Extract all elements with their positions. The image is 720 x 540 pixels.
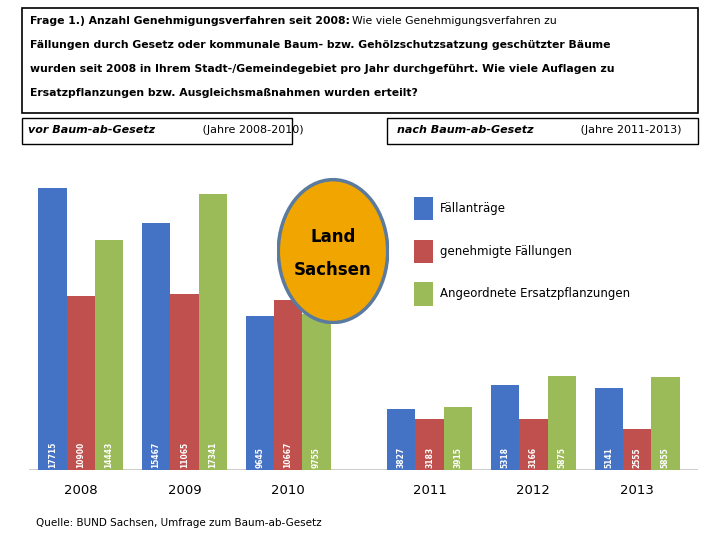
Ellipse shape (279, 180, 387, 322)
Text: Land: Land (310, 227, 356, 246)
Text: genehmigte Fällungen: genehmigte Fällungen (440, 245, 572, 258)
Text: 9755: 9755 (312, 447, 321, 468)
Text: Ersatzpflanzungen bzw. Ausgleichsmaßnahmen wurden erteilt?: Ersatzpflanzungen bzw. Ausgleichsmaßnahm… (30, 89, 418, 98)
Bar (652, 376, 680, 470)
Bar (519, 420, 547, 470)
Text: 11065: 11065 (180, 442, 189, 468)
Bar (623, 429, 652, 470)
Text: 2011: 2011 (413, 484, 446, 497)
Text: wurden seit 2008 in Ihrem Stadt-/Gemeindegebiet pro Jahr durchgeführt. Wie viele: wurden seit 2008 in Ihrem Stadt-/Gemeind… (30, 64, 614, 74)
Text: 3827: 3827 (397, 447, 406, 468)
Text: 15467: 15467 (152, 442, 161, 468)
Text: Quelle: BUND Sachsen, Umfrage zum Baum-ab-Gesetz: Quelle: BUND Sachsen, Umfrage zum Baum-a… (36, 518, 322, 529)
Bar (547, 376, 576, 470)
Bar (199, 193, 227, 470)
Text: Angeordnete Ersatzpflanzungen: Angeordnete Ersatzpflanzungen (440, 287, 630, 300)
Text: 2555: 2555 (633, 447, 642, 468)
Text: (Jahre 2011-2013): (Jahre 2011-2013) (577, 125, 682, 135)
Bar (274, 300, 302, 470)
Bar (66, 296, 95, 470)
Bar (595, 388, 623, 470)
Text: 5318: 5318 (500, 447, 510, 468)
Text: 2013: 2013 (620, 484, 654, 497)
Bar (302, 314, 330, 470)
Text: 17341: 17341 (208, 442, 217, 468)
Text: 5875: 5875 (557, 447, 566, 468)
Text: 5141: 5141 (604, 447, 613, 468)
Bar (415, 419, 444, 470)
Bar (387, 409, 415, 470)
Text: 10667: 10667 (284, 442, 292, 468)
Text: nach Baum-ab-Gesetz: nach Baum-ab-Gesetz (397, 125, 534, 135)
Text: 10900: 10900 (76, 442, 85, 468)
Text: (Jahre 2008-2010): (Jahre 2008-2010) (199, 125, 304, 135)
Text: 3166: 3166 (529, 447, 538, 468)
Bar (414, 197, 433, 220)
Text: Fällanträge: Fällanträge (440, 202, 506, 215)
Bar (170, 294, 199, 470)
Text: Wie viele Genehmigungsverfahren zu: Wie viele Genehmigungsverfahren zu (345, 16, 557, 26)
Text: 2009: 2009 (168, 484, 201, 497)
Bar (444, 408, 472, 470)
Bar (414, 282, 433, 306)
Text: 9645: 9645 (256, 447, 264, 468)
Text: Fällungen durch Gesetz oder kommunale Baum- bzw. Gehölzschutzsatzung geschützter: Fällungen durch Gesetz oder kommunale Ba… (30, 40, 611, 50)
Text: 2008: 2008 (64, 484, 97, 497)
Bar (387, 118, 698, 144)
Bar (38, 187, 66, 470)
Text: 3183: 3183 (425, 447, 434, 468)
Text: 2012: 2012 (516, 484, 550, 497)
Text: Sachsen: Sachsen (294, 261, 372, 279)
Text: 14443: 14443 (104, 442, 114, 468)
Text: 17715: 17715 (48, 442, 57, 468)
Text: 2010: 2010 (271, 484, 305, 497)
Text: 3915: 3915 (454, 447, 462, 468)
Bar (246, 316, 274, 470)
Text: vor Baum-ab-Gesetz: vor Baum-ab-Gesetz (28, 125, 156, 135)
Bar (95, 240, 123, 470)
Bar (142, 224, 170, 470)
Bar (491, 385, 519, 470)
Bar (22, 118, 292, 144)
Text: 5855: 5855 (661, 447, 670, 468)
Text: Frage 1.) Anzahl Genehmigungsverfahren seit 2008:: Frage 1.) Anzahl Genehmigungsverfahren s… (30, 16, 350, 26)
Bar (414, 240, 433, 263)
